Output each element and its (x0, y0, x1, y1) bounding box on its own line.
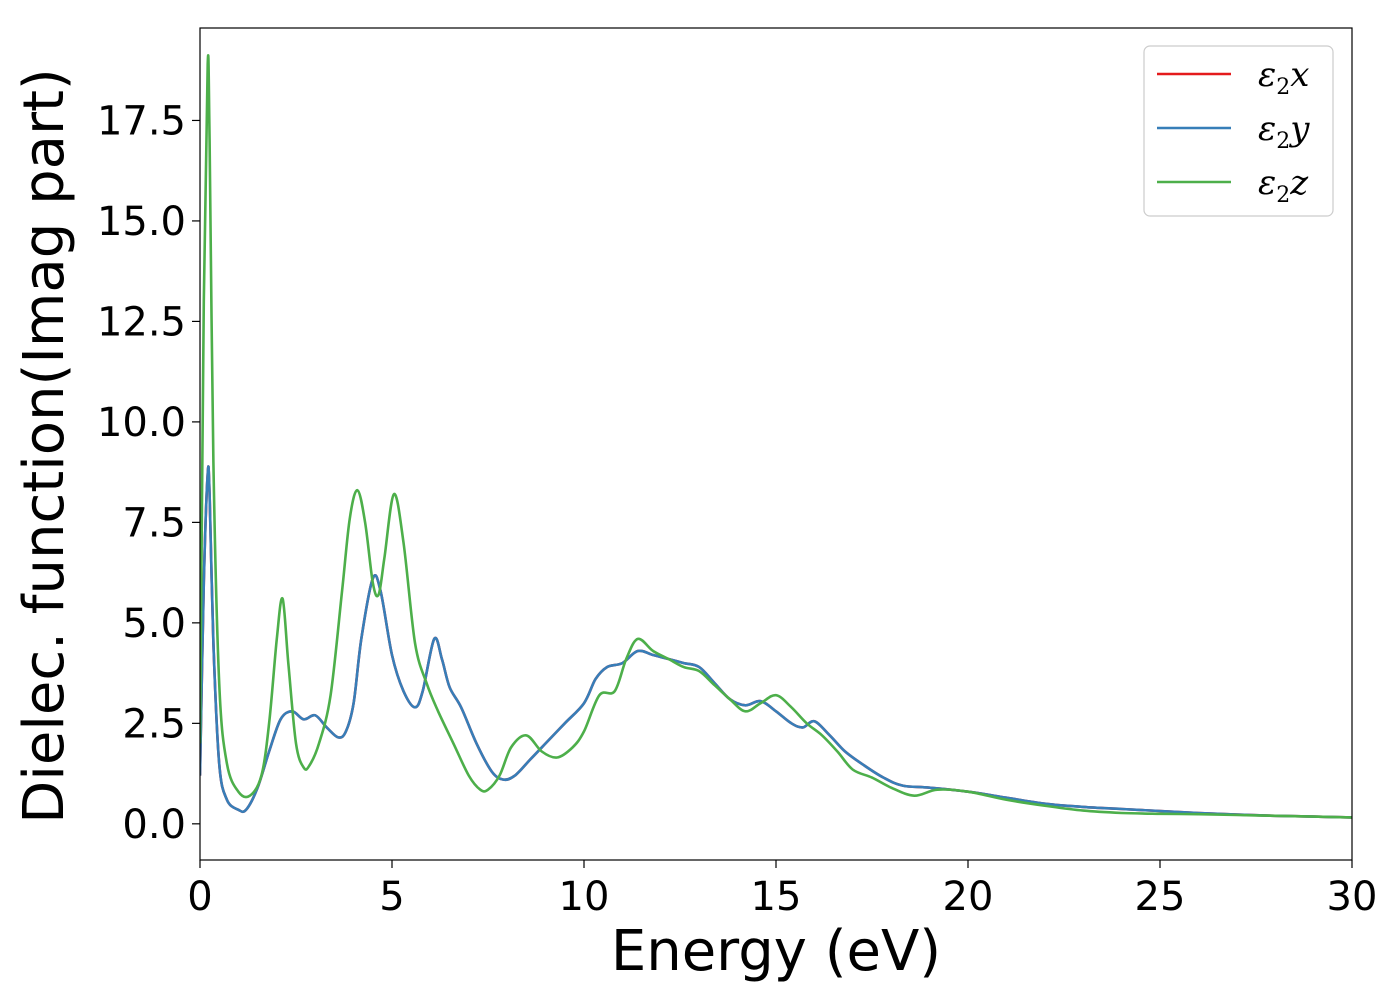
y-tick-label: 15.0 (97, 199, 186, 245)
plot-lines (200, 54, 1352, 819)
y-tick-label: 17.5 (97, 98, 186, 144)
y-tick-label: 12.5 (97, 299, 186, 345)
series-line-y (200, 465, 1352, 819)
legend-entry-y: ε2y (1157, 109, 1310, 154)
legend: ε2x ε2y ε2z (1143, 45, 1334, 217)
y-tick-label: 7.5 (122, 500, 186, 546)
series-line-z (200, 54, 1352, 819)
y-tick-label: 10.0 (97, 400, 186, 446)
legend-label-y: ε2y (1258, 109, 1310, 154)
y-tick-label: 5.0 (122, 601, 186, 647)
y-tick-label: 2.5 (122, 701, 186, 747)
legend-label-x: ε2x (1258, 55, 1309, 100)
x-tick-label: 10 (559, 874, 610, 920)
x-tick-label: 20 (943, 874, 994, 920)
x-tick-label: 25 (1135, 874, 1186, 920)
x-axis-title: Energy (eV) (611, 919, 941, 984)
legend-entry-x: ε2x (1157, 55, 1309, 100)
legend-label-z: ε2z (1258, 163, 1309, 208)
legend-box (1143, 45, 1334, 217)
y-axis-title: Dielec. function(Imag part) (12, 68, 77, 824)
x-tick-label: 0 (187, 874, 212, 920)
y-axis-ticks: 0.0 2.5 5.0 7.5 10.0 12.5 15.0 17.5 (97, 98, 200, 848)
x-tick-label: 5 (379, 874, 404, 920)
legend-entry-z: ε2z (1157, 163, 1309, 208)
x-tick-label: 15 (751, 874, 802, 920)
y-tick-label: 0.0 (122, 802, 186, 848)
x-tick-label: 30 (1327, 874, 1378, 920)
x-axis-ticks: 0 5 10 15 20 25 30 (187, 860, 1377, 920)
